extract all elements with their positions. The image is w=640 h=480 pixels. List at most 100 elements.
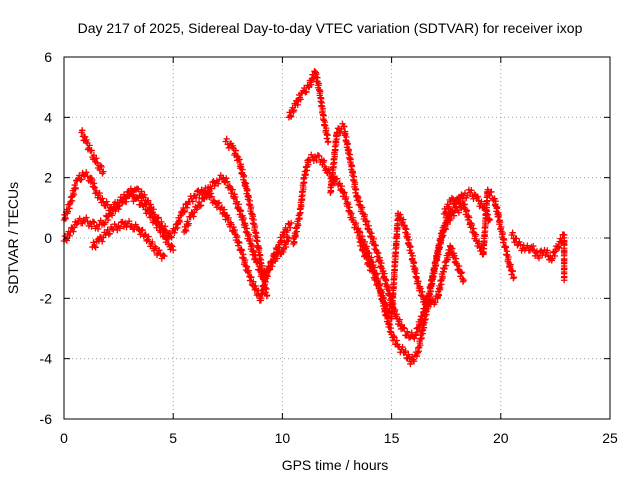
- data-point: [333, 136, 340, 143]
- data-point: [248, 241, 256, 249]
- data-point: [500, 236, 508, 244]
- data-point: [247, 240, 254, 247]
- data-point: [252, 230, 260, 237]
- data-point: [90, 183, 97, 190]
- y-axis-label: SDTVAR / TECUs: [5, 182, 21, 294]
- data-point: [298, 203, 305, 210]
- data-point: [115, 206, 122, 213]
- data-point: [156, 246, 163, 254]
- data-point: [544, 247, 551, 254]
- data-point: [86, 142, 93, 149]
- data-point: [384, 283, 391, 291]
- data-point: [439, 274, 446, 282]
- data-point: [301, 84, 308, 92]
- data-point: [459, 197, 466, 205]
- data-point: [182, 227, 190, 234]
- data-point: [422, 295, 429, 302]
- data-point: [180, 208, 188, 216]
- data-point: [421, 308, 428, 315]
- data-point: [535, 254, 543, 262]
- data-point: [245, 194, 252, 201]
- data-point: [242, 222, 249, 229]
- data-point: [282, 243, 290, 251]
- data-point: [325, 138, 332, 145]
- data-point: [76, 215, 83, 222]
- data-point: [127, 189, 135, 197]
- data-point: [273, 255, 281, 262]
- data-point: [168, 234, 175, 241]
- data-point: [352, 186, 360, 194]
- data-point: [232, 147, 240, 154]
- data-point: [509, 229, 516, 236]
- data-point: [88, 176, 96, 184]
- data-point: [340, 190, 347, 197]
- data-point: [261, 278, 269, 286]
- data-point: [513, 235, 520, 242]
- data-point: [287, 219, 295, 227]
- data-point: [259, 290, 266, 297]
- data-point: [91, 184, 98, 191]
- data-point: [507, 261, 514, 268]
- data-point: [341, 189, 348, 196]
- data-point: [415, 278, 422, 285]
- data-point: [411, 335, 418, 342]
- data-point: [437, 284, 444, 292]
- data-point: [287, 224, 294, 231]
- data-point: [343, 193, 350, 201]
- data-point: [244, 186, 251, 194]
- data-point: [196, 202, 204, 210]
- data-point: [228, 189, 235, 197]
- data-point: [555, 243, 562, 250]
- data-point: [141, 200, 148, 208]
- data-point: [197, 202, 205, 209]
- data-point: [351, 179, 359, 186]
- data-point: [383, 301, 390, 308]
- y-tick-label: -4: [40, 351, 53, 367]
- data-point: [406, 354, 413, 362]
- data-point: [250, 278, 257, 285]
- data-point: [349, 214, 357, 221]
- y-tick-label: -2: [40, 290, 53, 306]
- data-point: [237, 163, 245, 170]
- data-point: [169, 243, 176, 250]
- data-point: [404, 233, 411, 241]
- data-point: [392, 255, 399, 263]
- data-point: [403, 226, 410, 233]
- data-point: [96, 189, 103, 197]
- data-point: [416, 322, 424, 330]
- data-point: [386, 321, 393, 328]
- data-point: [551, 252, 558, 260]
- data-point: [393, 231, 401, 239]
- data-point: [145, 206, 152, 213]
- data-point: [279, 248, 287, 256]
- data-point: [83, 214, 90, 221]
- data-point: [294, 222, 302, 229]
- data-point: [435, 292, 443, 299]
- data-point: [432, 298, 439, 306]
- data-point: [401, 349, 408, 356]
- data-point: [160, 232, 167, 239]
- data-point: [410, 259, 418, 266]
- data-point: [149, 238, 156, 246]
- data-point: [459, 275, 466, 283]
- data-point: [103, 198, 110, 205]
- data-point: [468, 221, 476, 229]
- data-point: [468, 187, 475, 194]
- data-point: [358, 239, 365, 246]
- data-point: [284, 234, 291, 241]
- data-point: [390, 332, 397, 340]
- data-point: [90, 239, 97, 246]
- data-point: [88, 147, 95, 154]
- data-point: [97, 162, 104, 169]
- data-point: [374, 277, 382, 285]
- data-point: [108, 212, 116, 219]
- data-point: [215, 199, 223, 206]
- data-point: [380, 295, 388, 303]
- data-point: [400, 222, 408, 229]
- data-point: [443, 209, 450, 217]
- data-point: [173, 221, 180, 228]
- data-point: [408, 249, 415, 257]
- data-point: [362, 251, 370, 258]
- data-point: [147, 210, 155, 217]
